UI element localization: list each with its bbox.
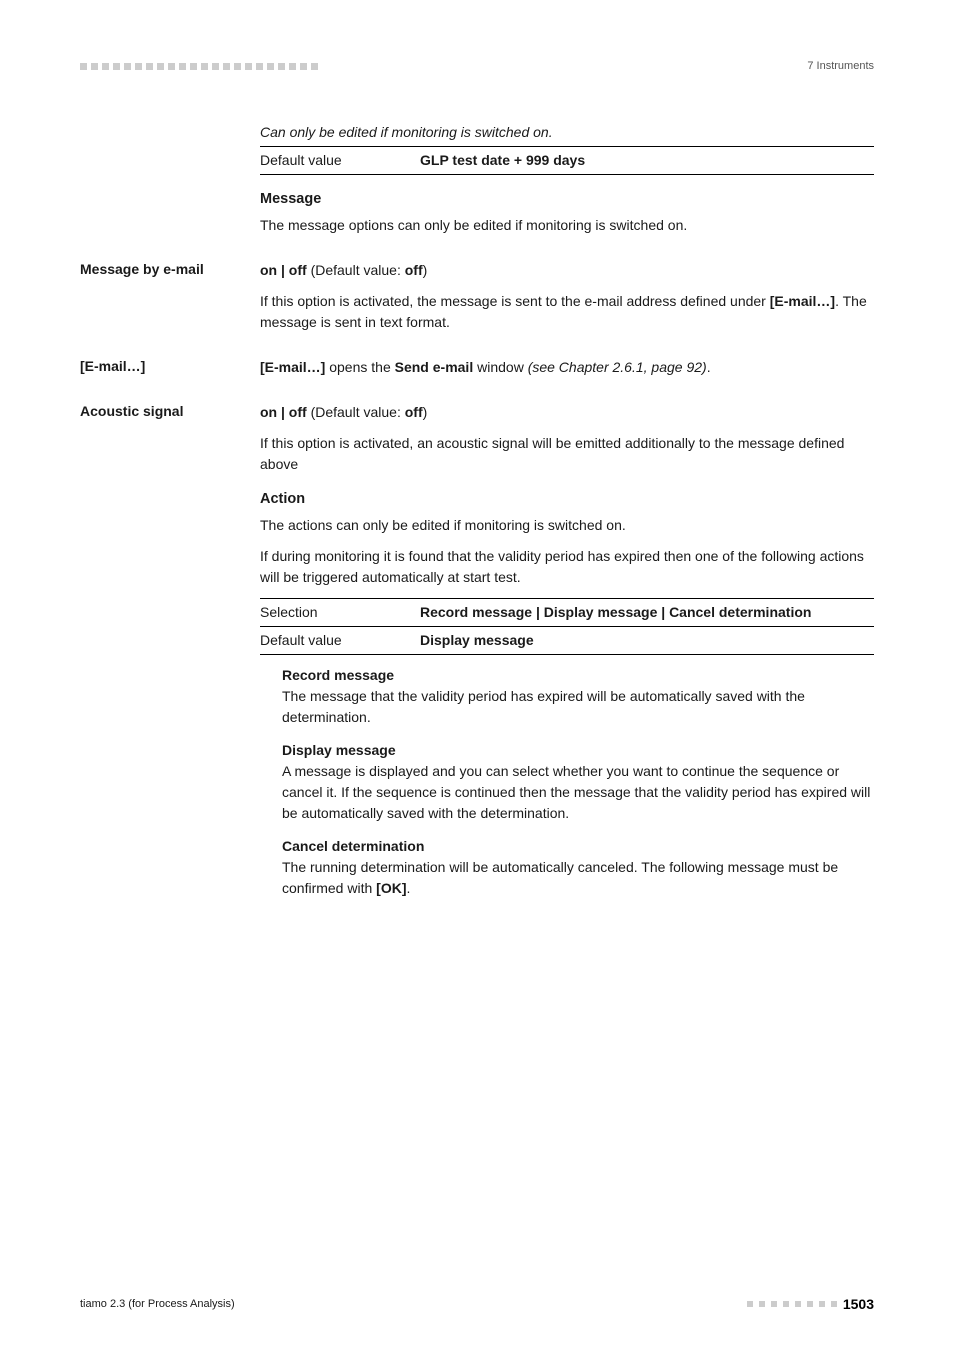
action-intro: The actions can only be edited if monito… [260, 515, 874, 536]
display-message-heading: Display message [282, 742, 396, 758]
divider [260, 654, 874, 655]
record-message-text: The message that the validity period has… [282, 688, 805, 725]
acoustic-desc: If this option is activated, an acoustic… [260, 433, 874, 475]
record-message-block: Record message The message that the vali… [282, 665, 874, 728]
message-intro: The message options can only be edited i… [260, 215, 874, 236]
message-heading: Message [260, 189, 874, 211]
desc-b: [E-mail…] [770, 293, 835, 309]
default-value-label: Default value [260, 150, 420, 171]
message-by-email-label: Message by e-mail [80, 260, 260, 343]
email-button-desc: [E-mail…] opens the Send e-mail window (… [260, 357, 874, 378]
header-dots-left [80, 63, 318, 70]
cancel-determination-heading: Cancel determination [282, 838, 424, 854]
action-para: If during monitoring it is found that th… [260, 546, 874, 588]
divider [260, 146, 874, 147]
default-value: GLP test date + 999 days [420, 150, 874, 171]
cancel-text-b: [OK] [376, 880, 406, 896]
header-section-title: 7 Instruments [807, 60, 874, 72]
ac-toggle-mid: (Default value: [307, 404, 405, 420]
toggle-post: ) [423, 262, 428, 278]
acoustic-signal-label: Acoustic signal [80, 402, 260, 911]
divider [260, 174, 874, 175]
selection-value: Record message | Display message | Cance… [420, 602, 874, 623]
ac-toggle-post: ) [423, 404, 428, 420]
footer-left: tiamo 2.3 (for Process Analysis) [80, 1298, 235, 1310]
display-message-block: Display message A message is displayed a… [282, 740, 874, 824]
cancel-determination-block: Cancel determination The running determi… [282, 836, 874, 899]
edit-note: Can only be edited if monitoring is swit… [260, 122, 874, 143]
selection-label: Selection [260, 602, 420, 623]
divider [260, 598, 874, 599]
page-header: 7 Instruments [80, 60, 874, 72]
display-message-text: A message is displayed and you can selec… [282, 763, 870, 821]
desc-a: If this option is activated, the message… [260, 293, 770, 309]
toggle-default: off [405, 262, 423, 278]
action-default-label: Default value [260, 630, 420, 651]
action-heading: Action [260, 489, 874, 511]
action-default-value: Display message [420, 630, 874, 651]
ac-toggle-def: off [405, 404, 423, 420]
cancel-text-a: The running determination will be automa… [282, 859, 838, 896]
email-button-label: [E-mail…] [80, 357, 260, 388]
e-c: Send e-mail [395, 359, 474, 375]
message-by-email-desc: If this option is activated, the message… [260, 291, 874, 333]
toggle-mid: (Default value: [307, 262, 405, 278]
e-b: opens the [325, 359, 394, 375]
record-message-heading: Record message [282, 667, 394, 683]
page-footer: tiamo 2.3 (for Process Analysis) 1503 [80, 1296, 874, 1312]
acoustic-toggle: on | off (Default value: off) [260, 402, 874, 423]
cancel-text-c: . [406, 880, 410, 896]
page-number: 1503 [843, 1296, 874, 1312]
ac-toggle-pre: on | off [260, 404, 307, 420]
message-by-email-toggle: on | off (Default value: off) [260, 260, 874, 281]
divider [260, 626, 874, 627]
e-e: (see Chapter 2.6.1, page 92) [528, 359, 707, 375]
e-d: window [473, 359, 527, 375]
e-f: . [707, 359, 711, 375]
toggle-options: on | off [260, 262, 307, 278]
e-a: [E-mail…] [260, 359, 325, 375]
